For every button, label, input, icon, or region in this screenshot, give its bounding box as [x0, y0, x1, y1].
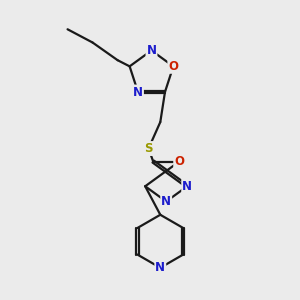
Text: O: O — [168, 60, 178, 73]
Text: N: N — [155, 261, 165, 274]
Text: S: S — [144, 142, 153, 155]
Text: N: N — [146, 44, 157, 57]
Text: O: O — [174, 155, 184, 168]
Text: N: N — [182, 180, 192, 193]
Text: N: N — [133, 85, 143, 98]
Text: N: N — [161, 195, 171, 208]
